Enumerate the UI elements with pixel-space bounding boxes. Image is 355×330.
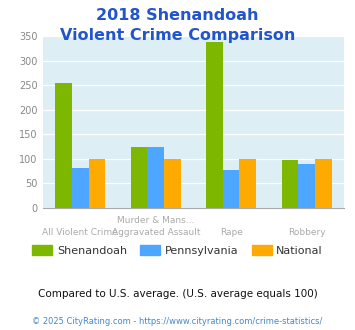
Bar bbox=[131, 147, 147, 208]
Text: Aggravated Assault: Aggravated Assault bbox=[111, 228, 200, 237]
Text: Violent Crime Comparison: Violent Crime Comparison bbox=[60, 28, 295, 43]
Text: Rape: Rape bbox=[220, 228, 242, 237]
Legend: Shenandoah, Pennsylvania, National: Shenandoah, Pennsylvania, National bbox=[28, 240, 327, 260]
Text: Robbery: Robbery bbox=[288, 228, 326, 237]
Text: © 2025 CityRating.com - https://www.cityrating.com/crime-statistics/: © 2025 CityRating.com - https://www.city… bbox=[32, 317, 323, 326]
Bar bbox=[89, 159, 105, 208]
Bar bbox=[240, 159, 256, 208]
Bar bbox=[147, 147, 164, 208]
Bar bbox=[315, 159, 332, 208]
Bar bbox=[282, 160, 298, 208]
Text: Compared to U.S. average. (U.S. average equals 100): Compared to U.S. average. (U.S. average … bbox=[38, 289, 317, 299]
Bar bbox=[72, 168, 89, 208]
Bar bbox=[298, 164, 315, 208]
Bar bbox=[164, 159, 181, 208]
Bar bbox=[206, 42, 223, 208]
Bar bbox=[223, 170, 240, 208]
Text: All Violent Crime: All Violent Crime bbox=[43, 228, 118, 237]
Bar bbox=[55, 83, 72, 208]
Text: Murder & Mans...: Murder & Mans... bbox=[117, 216, 195, 225]
Text: 2018 Shenandoah: 2018 Shenandoah bbox=[96, 8, 259, 23]
